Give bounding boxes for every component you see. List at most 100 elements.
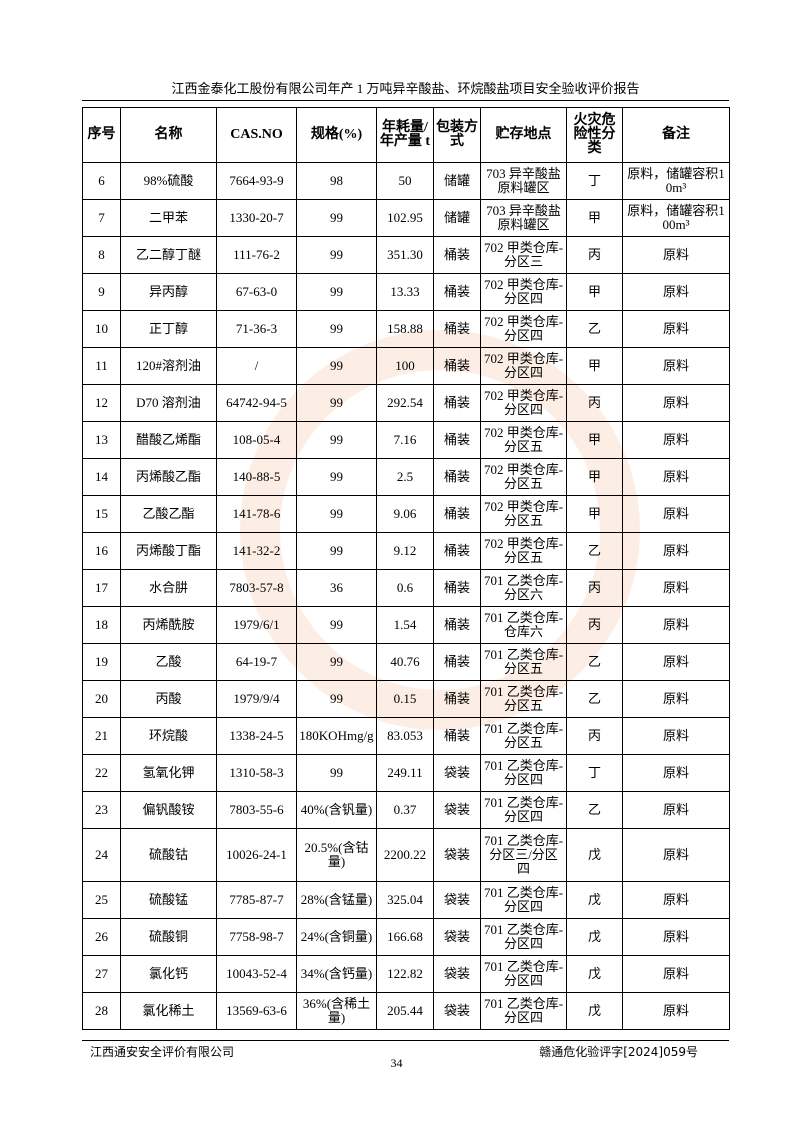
table-cell: 戊 bbox=[566, 918, 623, 956]
table-cell: 丙烯酰胺 bbox=[120, 606, 217, 644]
header-cell: 名称 bbox=[120, 107, 217, 163]
table-cell: 99 bbox=[296, 236, 377, 274]
table-cell: 原料 bbox=[622, 828, 730, 882]
table-cell: 袋装 bbox=[433, 881, 481, 919]
table-cell: 环烷酸 bbox=[120, 717, 217, 755]
header-row: 序号 名称 CAS.NO 规格(%) 年耗量/年产量 t 包装方式 贮存地点 火灾危险性分类备… bbox=[82, 107, 730, 163]
table-cell: 99 bbox=[296, 680, 377, 718]
table-cell: 丙 bbox=[566, 236, 623, 274]
table-cell: 9.12 bbox=[376, 532, 434, 570]
table-row: 18 丙烯酰胺 1979/6/1 99 1.54 桶装 701 乙类仓库-仓库六丙原料 bbox=[82, 606, 730, 644]
table-cell: 71-36-3 bbox=[216, 310, 297, 348]
table-cell: 701 乙类仓库-分区四 bbox=[480, 754, 567, 792]
table-cell: 19 bbox=[82, 643, 121, 681]
table-cell: 桶装 bbox=[433, 532, 481, 570]
table-cell: 8 bbox=[82, 236, 121, 274]
table-cell: 9 bbox=[82, 273, 121, 311]
header-title: 江西金泰化工股份有限公司年产 1 万吨异辛酸盐、环烷酸盐项目安全验收评价报告 bbox=[171, 81, 640, 96]
table-cell: 袋装 bbox=[433, 791, 481, 829]
table-cell: 原料 bbox=[622, 384, 730, 422]
table-cell: 桶装 bbox=[433, 495, 481, 533]
table-cell: 袋装 bbox=[433, 754, 481, 792]
table-cell: 乙 bbox=[566, 680, 623, 718]
table-cell: 1330-20-7 bbox=[216, 199, 297, 237]
table-cell: 703 异辛酸盐原料罐区 bbox=[480, 199, 567, 237]
table-cell: 15 bbox=[82, 495, 121, 533]
table-cell: 99 bbox=[296, 199, 377, 237]
table-cell: 99 bbox=[296, 347, 377, 385]
table-cell: 27 bbox=[82, 955, 121, 993]
table-cell: 正丁醇 bbox=[120, 310, 217, 348]
table-cell: 702 甲类仓库-分区五 bbox=[480, 532, 567, 570]
table-cell: 原料 bbox=[622, 421, 730, 459]
table-cell: 13 bbox=[82, 421, 121, 459]
table-cell: 20 bbox=[82, 680, 121, 718]
table-row: 14 丙烯酸乙酯 140-88-5 99 2.5 桶装 702 甲类仓库-分区五甲原料 bbox=[82, 458, 730, 496]
table-cell: 甲 bbox=[566, 421, 623, 459]
table-cell: 水合肼 bbox=[120, 569, 217, 607]
table-cell: 戊 bbox=[566, 955, 623, 993]
table-cell: 原料 bbox=[622, 918, 730, 956]
table-row: 28 氯化稀土 13569-63-6 36%(含稀土量) 205.44 袋装 701 乙类仓… bbox=[82, 992, 730, 1030]
table-cell: 28%(含锰量) bbox=[296, 881, 377, 919]
table-row: 25 硫酸锰 7785-87-7 28%(含锰量) 325.04 袋装 701 乙类仓库-分… bbox=[82, 881, 730, 919]
table-cell: 甲 bbox=[566, 273, 623, 311]
table-cell: 701 乙类仓库-分区五 bbox=[480, 643, 567, 681]
table-cell: 丙 bbox=[566, 569, 623, 607]
table-cell: 108-05-4 bbox=[216, 421, 297, 459]
table-cell: 99 bbox=[296, 495, 377, 533]
table-cell: 原料 bbox=[622, 643, 730, 681]
table-body: 6 98%硫酸 7664-93-9 98 50 储罐 703 异辛酸盐原料罐区丁原料，储罐容… bbox=[82, 162, 730, 1030]
table-row: 6 98%硫酸 7664-93-9 98 50 储罐 703 异辛酸盐原料罐区丁原料，储罐容… bbox=[82, 162, 730, 200]
table-cell: 桶装 bbox=[433, 310, 481, 348]
table-cell: 122.82 bbox=[376, 955, 434, 993]
table-cell: 7803-55-6 bbox=[216, 791, 297, 829]
table-cell: / bbox=[216, 347, 297, 385]
table-cell: 原料 bbox=[622, 495, 730, 533]
table-cell: 99 bbox=[296, 384, 377, 422]
table-cell: 储罐 bbox=[433, 199, 481, 237]
table-cell: 袋装 bbox=[433, 918, 481, 956]
table-cell: 原料 bbox=[622, 532, 730, 570]
table-cell: 2.5 bbox=[376, 458, 434, 496]
table-cell: 原料 bbox=[622, 310, 730, 348]
table-cell: 98 bbox=[296, 162, 377, 200]
table-cell: 701 乙类仓库-分区五 bbox=[480, 680, 567, 718]
table-cell: 34%(含钙量) bbox=[296, 955, 377, 993]
table-cell: 28 bbox=[82, 992, 121, 1030]
table-cell: 50 bbox=[376, 162, 434, 200]
header-cell: 备注 bbox=[622, 107, 730, 163]
table-cell: 丙 bbox=[566, 384, 623, 422]
table-cell: 桶装 bbox=[433, 717, 481, 755]
table-cell: 原料 bbox=[622, 236, 730, 274]
table-cell: 40%(含钒量) bbox=[296, 791, 377, 829]
table-cell: 24%(含铜量) bbox=[296, 918, 377, 956]
table-cell: 原料 bbox=[622, 569, 730, 607]
table-cell: 702 甲类仓库-分区五 bbox=[480, 495, 567, 533]
table-cell: 原料 bbox=[622, 273, 730, 311]
table-cell: 原料 bbox=[622, 606, 730, 644]
table-cell: 桶装 bbox=[433, 458, 481, 496]
header-rule bbox=[82, 100, 729, 101]
table-cell: 原料，储罐容积100m³ bbox=[622, 199, 730, 237]
table-cell: 桶装 bbox=[433, 384, 481, 422]
table-cell: 9.06 bbox=[376, 495, 434, 533]
footer-company: 江西通安安全评价有限公司 bbox=[90, 1045, 235, 1059]
table-cell: 120#溶剂油 bbox=[120, 347, 217, 385]
table-cell: 703 异辛酸盐原料罐区 bbox=[480, 162, 567, 200]
table-cell: 丁 bbox=[566, 754, 623, 792]
table-cell: 7803-57-8 bbox=[216, 569, 297, 607]
table-cell: 102.95 bbox=[376, 199, 434, 237]
table-cell: 7758-98-7 bbox=[216, 918, 297, 956]
table-cell: 702 甲类仓库-分区五 bbox=[480, 458, 567, 496]
table-cell: 14 bbox=[82, 458, 121, 496]
table-cell: 325.04 bbox=[376, 881, 434, 919]
table-cell: 乙 bbox=[566, 310, 623, 348]
table-cell: 原料 bbox=[622, 791, 730, 829]
table-cell: 99 bbox=[296, 754, 377, 792]
table-cell: 桶装 bbox=[433, 606, 481, 644]
material-table: 序号 名称 CAS.NO 规格(%) 年耗量/年产量 t 包装方式 贮存地点 火灾危险性分类备… bbox=[82, 107, 730, 1030]
table-row: 21 环烷酸 1338-24-5 180KOHmg/g 83.053 桶装 701 乙类仓库… bbox=[82, 717, 730, 755]
table-cell: 99 bbox=[296, 606, 377, 644]
header-cell: 规格(%) bbox=[296, 107, 377, 163]
